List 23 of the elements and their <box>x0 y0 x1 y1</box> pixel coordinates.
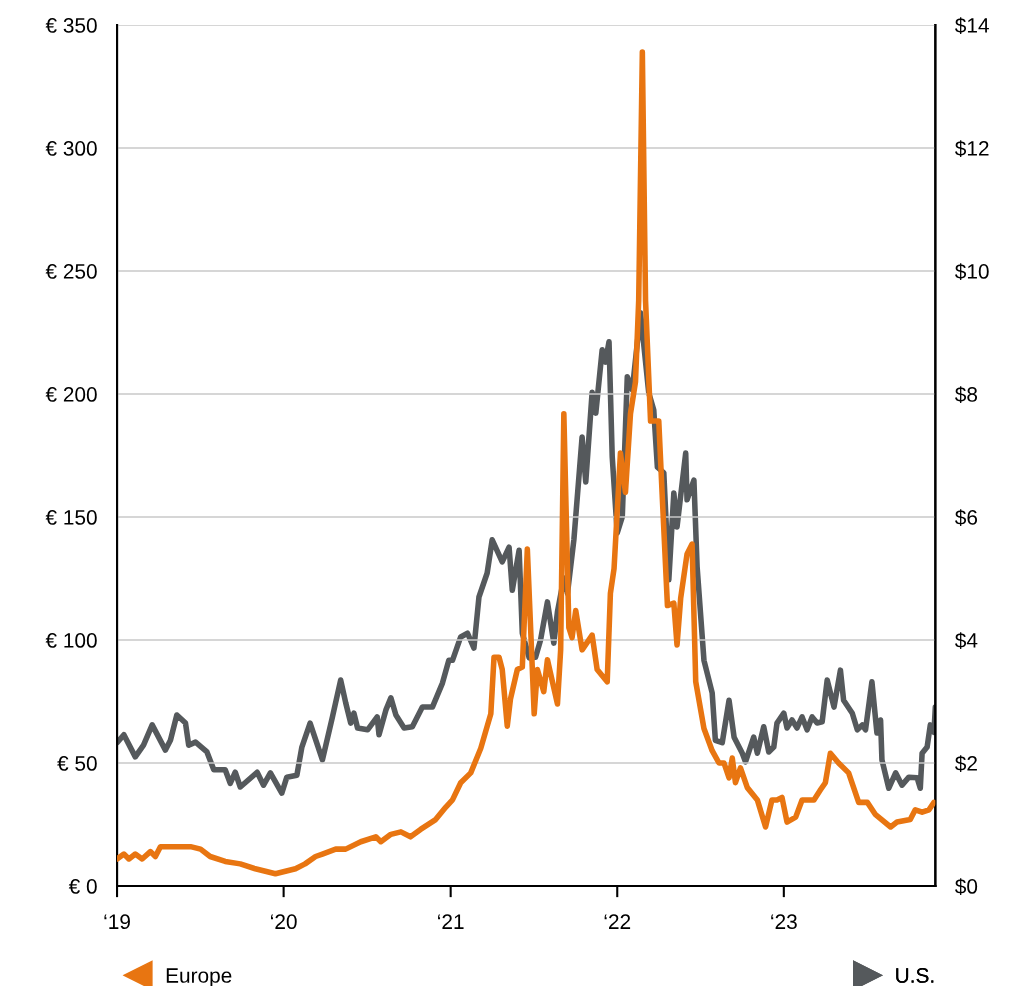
y-tick-label: € 100 <box>45 633 97 648</box>
x-tick-label: ‘20 <box>271 914 297 930</box>
y2-tick-label: $10 <box>955 263 989 281</box>
y2-tick-label: $14 <box>955 17 989 35</box>
y2-tick-label: $12 <box>955 140 989 158</box>
y-tick-label: € 50 <box>57 756 97 771</box>
y-tick-label: € 150 <box>45 510 97 525</box>
x-tick-label: ‘23 <box>771 914 797 930</box>
x-tick-label: ‘21 <box>438 914 464 929</box>
legend-label: Europe <box>166 968 232 986</box>
legend-label: U.S. <box>896 968 934 983</box>
y2-tick-label: $2 <box>955 755 977 773</box>
y2-tick-label: $8 <box>955 386 978 404</box>
y-tick-label: € 200 <box>45 387 97 402</box>
y-tick-label: € 300 <box>45 141 97 156</box>
x-tick-label: ‘19 <box>104 914 130 930</box>
x-tick-label: ‘22 <box>604 914 631 929</box>
y-tick-label: € 250 <box>45 264 97 279</box>
y-tick-label: € 350 <box>45 18 97 33</box>
y2-tick-label: $6 <box>955 509 978 527</box>
y-tick-label: € 0 <box>68 879 97 894</box>
y2-tick-label: $0 <box>955 878 978 896</box>
y2-tick-label: $4 <box>955 632 978 650</box>
